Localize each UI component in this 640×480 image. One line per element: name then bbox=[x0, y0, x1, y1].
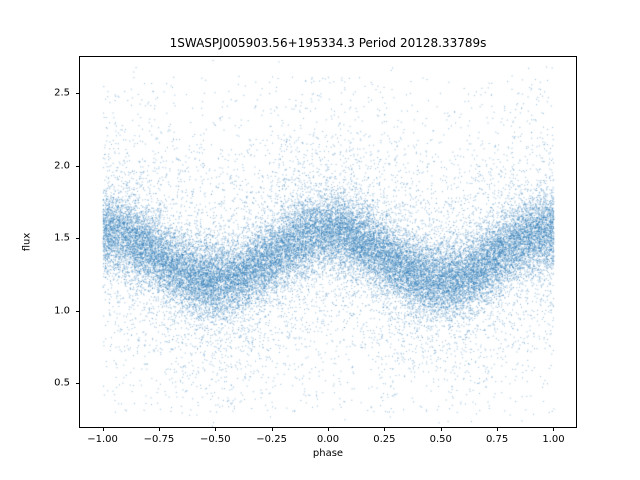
chart-title: 1SWASPJ005903.56+195334.3 Period 20128.3… bbox=[169, 36, 487, 50]
y-tick-label: 2.5 bbox=[54, 87, 70, 99]
x-tick-label: −0.75 bbox=[143, 434, 175, 445]
y-tick-mark bbox=[76, 165, 80, 167]
x-tick-label: −1.00 bbox=[87, 434, 118, 445]
axes-area: −1.00 −0.75 −0.50 −0.25 0.00 0.25 0.50 0.75 1.00… bbox=[54, 56, 577, 445]
x-tick-label: −0.25 bbox=[256, 434, 287, 445]
x-tick-mark bbox=[158, 427, 160, 431]
y-tick-label: 0.5 bbox=[54, 377, 70, 389]
x-tick-mark bbox=[271, 427, 273, 431]
x-tick-mark bbox=[328, 427, 329, 431]
y-tick-mark bbox=[76, 238, 80, 240]
y-tick-mark bbox=[76, 383, 80, 385]
y-tick-mark bbox=[76, 93, 80, 95]
x-tick-mark bbox=[553, 427, 555, 431]
y-axis-label: flux bbox=[21, 232, 33, 252]
x-tick-label: 1.00 bbox=[542, 434, 565, 445]
x-tick-mark bbox=[384, 427, 386, 431]
y-tick-label: 1.5 bbox=[54, 232, 70, 244]
y-tick-mark bbox=[76, 310, 80, 312]
x-tick-label: 0.25 bbox=[373, 434, 396, 445]
x-tick-label: −0.50 bbox=[199, 434, 231, 445]
scatter-plot-canvas bbox=[80, 57, 576, 427]
x-axis-label: phase bbox=[312, 448, 344, 459]
x-tick-mark bbox=[440, 427, 442, 431]
x-tick-label: 0.50 bbox=[429, 434, 452, 445]
x-tick-mark bbox=[102, 427, 104, 431]
y-tick-label: 1.0 bbox=[54, 305, 70, 317]
y-tick-label: 2.0 bbox=[54, 160, 70, 172]
x-tick-mark bbox=[215, 427, 217, 431]
x-tick-label: 0.00 bbox=[316, 434, 340, 445]
x-tick-mark bbox=[497, 427, 499, 431]
x-tick-label: 0.75 bbox=[485, 434, 509, 445]
